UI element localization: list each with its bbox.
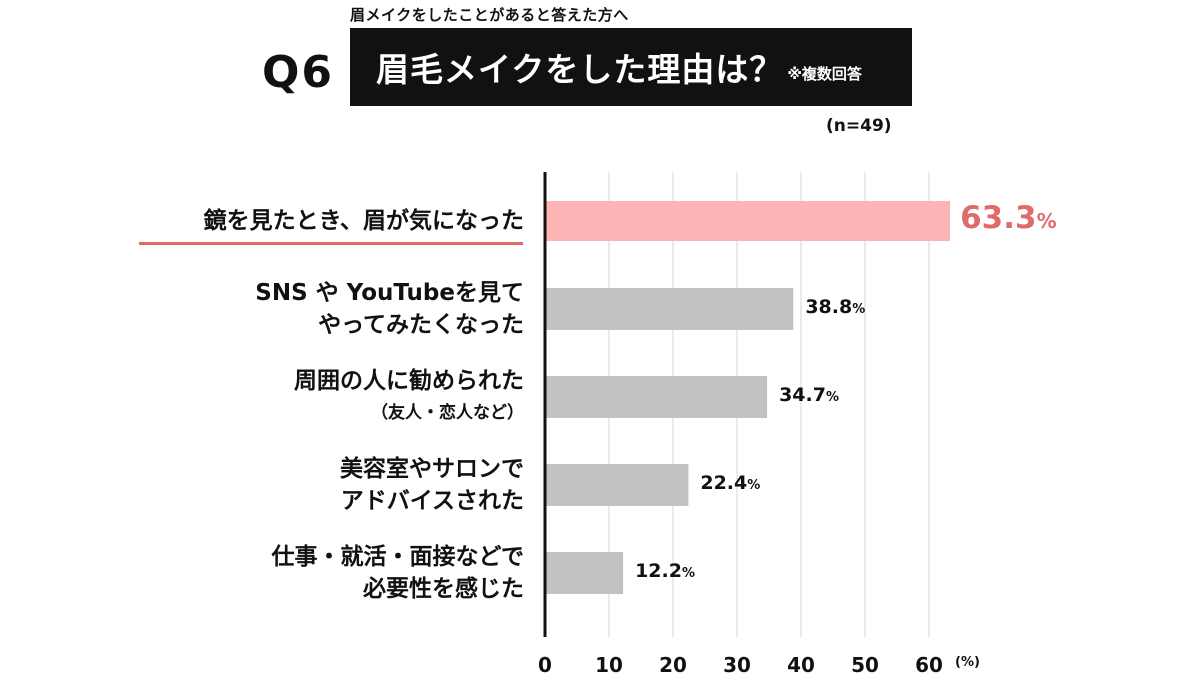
bar: [546, 552, 624, 594]
data-label: 12.2%: [635, 560, 695, 582]
data-label-percent: %: [852, 302, 866, 317]
category-label: 鏡を見たとき、眉が気になった: [104, 205, 524, 237]
data-label-value: 63.3: [960, 200, 1037, 236]
category-label-line: 美容室やサロンで: [340, 456, 524, 482]
category-label-line: 必要性を感じた: [363, 576, 524, 602]
multiple-answer-note: ※複数回答: [787, 64, 862, 83]
category-label-line: 仕事・就活・面接などで: [271, 544, 524, 570]
category-label-line: 鏡を見たとき、眉が気になった: [203, 208, 524, 234]
x-tick-label: 60: [915, 653, 943, 675]
category-label: 仕事・就活・面接などで必要性を感じた: [104, 541, 524, 605]
category-label-line: SNS や YouTubeを見て: [255, 280, 524, 306]
bar: [546, 376, 768, 418]
data-label: 34.7%: [779, 384, 839, 406]
category-label: 周囲の人に勧められた （友人・恋人など）: [104, 365, 524, 429]
x-tick-label: 30: [723, 653, 751, 675]
title-box: 眉毛メイクをした理由は？ ※複数回答: [350, 28, 912, 106]
data-label-value: 12.2: [635, 560, 682, 582]
category-label-line: 周囲の人に勧められた: [294, 368, 524, 394]
data-label-value: 34.7: [779, 384, 826, 406]
data-label-percent: %: [825, 390, 839, 405]
data-label: 38.8%: [805, 296, 865, 318]
question-number: Q6: [262, 47, 335, 98]
data-label-value: 22.4: [700, 472, 748, 494]
sample-size: (n=49): [826, 116, 892, 136]
x-axis-unit: (%): [955, 655, 980, 670]
data-label-value: 38.8: [805, 296, 853, 318]
category-label-line: （友人・恋人など）: [371, 403, 524, 423]
data-label-percent: %: [681, 566, 695, 581]
x-tick-label: 0: [538, 653, 552, 675]
x-tick-label: 40: [787, 653, 815, 675]
category-label: 美容室やサロンで アドバイスされた: [104, 453, 524, 517]
bar: [546, 464, 689, 506]
highlight-underline: [139, 242, 523, 245]
bar: [546, 288, 794, 330]
x-tick-label: 20: [659, 653, 687, 675]
data-label: 22.4%: [700, 472, 760, 494]
chart-title: 眉毛メイクをした理由は？: [376, 50, 784, 89]
data-label-percent: %: [747, 478, 761, 493]
data-label: 63.3%: [960, 200, 1057, 236]
pre-title: 眉メイクをしたことがあると答えた方へ: [350, 6, 629, 24]
data-label-percent: %: [1036, 209, 1057, 233]
x-tick-label: 10: [595, 653, 623, 675]
category-label-line: アドバイスされた: [340, 488, 524, 514]
category-label: SNS や YouTubeを見てやってみたくなった: [104, 277, 524, 341]
bar: [546, 201, 951, 241]
category-label-line: やってみたくなった: [318, 312, 524, 338]
x-tick-label: 50: [851, 653, 879, 675]
